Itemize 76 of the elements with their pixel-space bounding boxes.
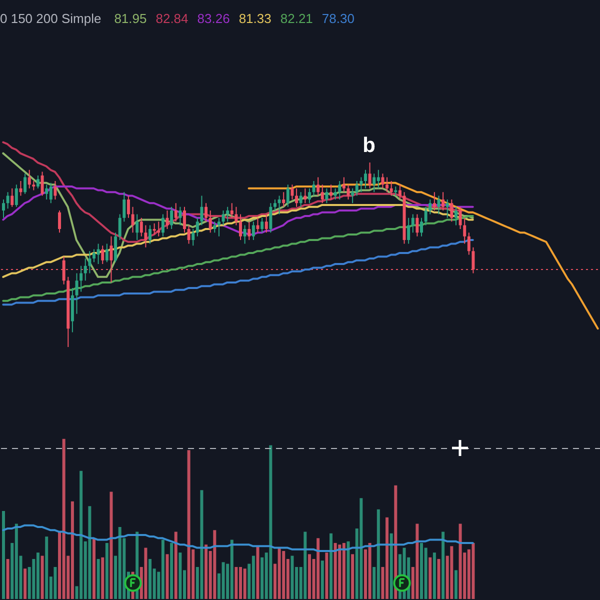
bar — [204, 544, 208, 599]
bar — [187, 450, 190, 599]
bar — [161, 540, 164, 599]
bar — [92, 538, 96, 599]
bar — [278, 548, 281, 599]
bar — [36, 552, 40, 599]
bar — [45, 536, 48, 599]
bar — [166, 554, 169, 599]
text: 83.26 — [197, 11, 230, 27]
bar — [428, 557, 432, 599]
bar — [450, 546, 454, 599]
text: 82.21 — [280, 11, 313, 27]
bar — [330, 533, 333, 599]
bar — [40, 556, 44, 599]
candlestick — [152, 223, 156, 234]
candlestick — [217, 218, 220, 236]
bar — [2, 510, 5, 599]
bar — [230, 540, 234, 599]
text: 81.95 — [114, 11, 147, 27]
bar — [101, 557, 104, 599]
text: 82.84 — [156, 11, 188, 27]
bar — [368, 542, 372, 599]
bar — [290, 556, 294, 599]
bar — [458, 524, 462, 599]
bar — [342, 542, 346, 599]
bar — [6, 558, 10, 599]
bar — [256, 546, 260, 599]
bar — [472, 542, 475, 599]
text: b — [362, 134, 376, 157]
text: 81.33 — [238, 11, 272, 27]
bar — [178, 552, 182, 599]
bar — [334, 542, 337, 599]
bar — [351, 554, 354, 599]
bar — [269, 445, 272, 599]
bar — [420, 542, 424, 599]
bar — [170, 542, 174, 599]
bar — [62, 438, 66, 599]
bar — [282, 550, 286, 599]
bar — [70, 501, 74, 599]
bar — [442, 532, 445, 599]
bar — [118, 526, 122, 599]
candlestick — [394, 186, 398, 196]
bar — [24, 568, 27, 599]
bar — [96, 558, 100, 599]
bar — [213, 530, 216, 599]
bar — [88, 506, 92, 599]
bar — [222, 562, 225, 599]
bar — [416, 524, 419, 599]
bar — [234, 566, 238, 599]
bar — [316, 538, 320, 599]
bar — [390, 533, 393, 599]
bar — [454, 570, 458, 599]
bar — [144, 548, 148, 599]
candlestick — [432, 192, 436, 211]
bar — [174, 532, 178, 599]
legend-title: 0 150 200 Simple — [0, 11, 102, 27]
bar — [338, 544, 342, 599]
bar — [243, 568, 246, 599]
text: 78.30 — [322, 11, 354, 27]
bar — [148, 558, 152, 599]
candlestick — [446, 199, 449, 218]
bar — [252, 556, 255, 599]
bar — [360, 498, 363, 599]
bar — [432, 552, 436, 599]
bar — [376, 509, 380, 599]
bar — [14, 524, 18, 599]
bar — [320, 560, 324, 599]
bar — [437, 558, 440, 599]
bar — [346, 541, 350, 599]
bar — [325, 552, 328, 599]
bar — [54, 566, 57, 599]
bar — [110, 492, 113, 599]
bar — [80, 470, 83, 599]
bar — [304, 532, 307, 599]
bar — [105, 542, 108, 599]
bar — [200, 490, 204, 599]
